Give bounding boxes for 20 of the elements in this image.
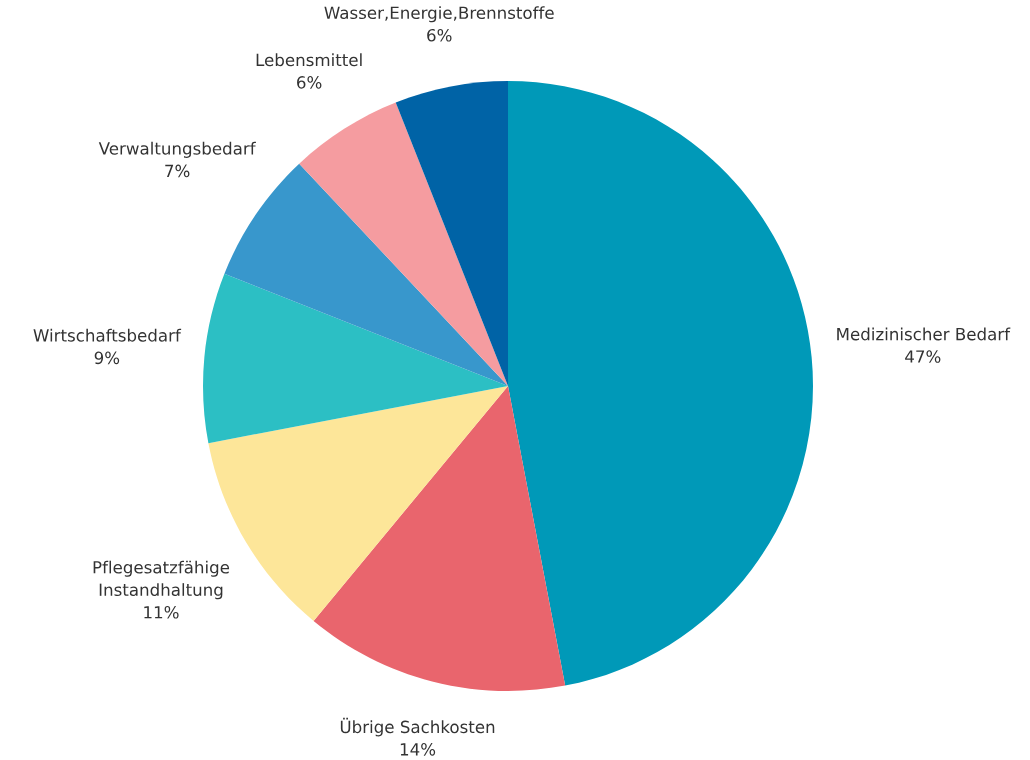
data-label: 14% [400, 743, 436, 756]
pie-slice [395, 81, 508, 386]
data-label: 6% [297, 76, 322, 89]
slice-label: Wirtschaftsbedarf [33, 328, 182, 342]
pie-slice [508, 81, 813, 686]
pie-slice [224, 163, 508, 386]
pie-slice [299, 102, 508, 386]
data-label: 9% [94, 351, 120, 365]
slice-label: Wasser,Energie,Brennstoffe [324, 6, 554, 23]
data-label: 6% [427, 28, 452, 42]
data-label: 11% [144, 605, 179, 619]
data-label: 47% [905, 350, 941, 363]
pie-slice [203, 273, 508, 444]
pie-slice [313, 386, 566, 691]
slice-label: Pflegesatzfähige Instandhaltung [93, 560, 230, 600]
slice-label: Lebensmittel [256, 53, 362, 67]
slice-label: Übrige Sachkosten [340, 717, 495, 737]
data-label: 7% [165, 164, 190, 178]
slice-label: Medizinischer Bedarf [837, 327, 1011, 341]
slice-label: Verwaltungsbedarf [98, 141, 256, 158]
